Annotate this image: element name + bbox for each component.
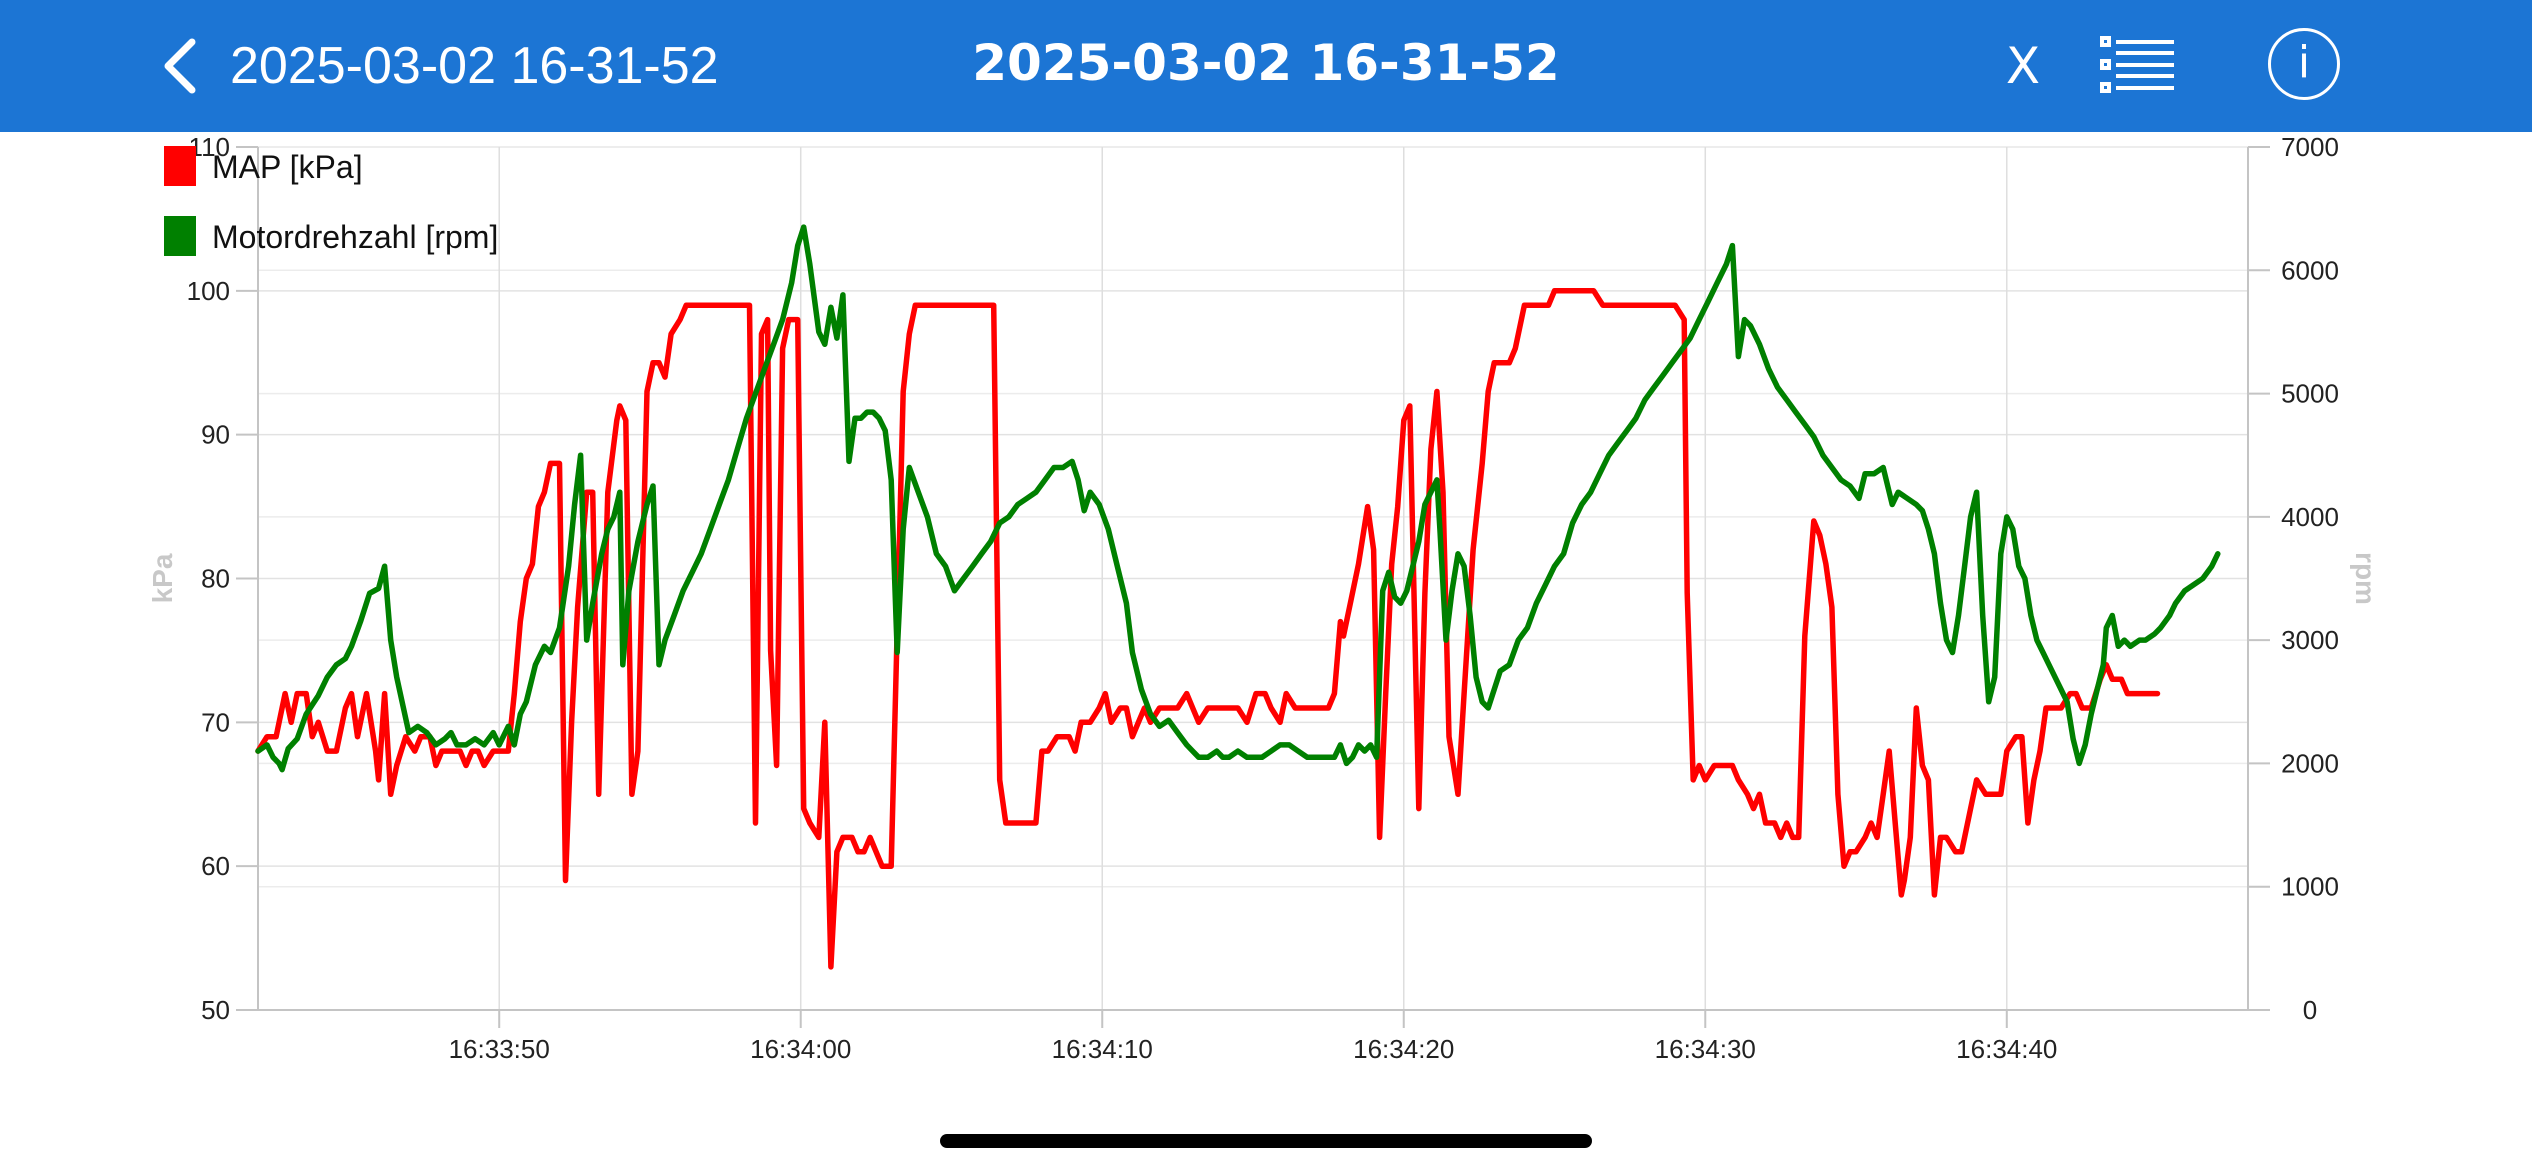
grid: [258, 146, 2248, 1011]
y-left-tick-label: 100: [187, 276, 230, 306]
series-line-0: [255, 288, 2161, 970]
y-left-tick-label: 80: [201, 564, 230, 594]
axes: 5060708090100110010002000300040005000600…: [147, 132, 2381, 1064]
legend-swatch-0: [164, 146, 196, 186]
x-tick-label: 16:34:30: [1655, 1034, 1756, 1064]
back-button[interactable]: 2025-03-02 16-31-52: [160, 28, 719, 104]
y-right-tick-label: 3000: [2281, 625, 2339, 655]
close-button[interactable]: X: [2005, 37, 2041, 95]
y-right-tick-label: 6000: [2281, 255, 2339, 285]
list-icon[interactable]: [2100, 34, 2176, 96]
series-line-1: [255, 224, 2221, 773]
y-left-tick-label: 50: [201, 995, 230, 1025]
back-button-label: 2025-03-02 16-31-52: [230, 37, 719, 95]
y-right-tick-label: 5000: [2281, 379, 2339, 409]
legend-label-0: MAP [kPa]: [212, 149, 363, 185]
x-tick-label: 16:34:20: [1353, 1034, 1454, 1064]
x-tick-label: 16:33:50: [449, 1034, 550, 1064]
home-indicator: [940, 1134, 1592, 1148]
page-title: 2025-03-02 16-31-52: [972, 34, 1560, 92]
y-left-tick-label: 90: [201, 420, 230, 450]
y-right-axis-title: rpm: [2350, 552, 2381, 605]
navigation-bar: 2025-03-02 16-31-52 2025-03-02 16-31-52 …: [0, 0, 2532, 132]
y-right-tick-label: 4000: [2281, 502, 2339, 532]
line-chart: 5060708090100110010002000300040005000600…: [147, 132, 2381, 1064]
y-right-tick-label: 1000: [2281, 872, 2339, 902]
legend-swatch-1: [164, 216, 196, 256]
y-left-tick-label: 70: [201, 707, 230, 737]
x-tick-label: 16:34:10: [1052, 1034, 1153, 1064]
legend: MAP [kPa] Motordrehzahl [rpm]: [164, 146, 498, 256]
y-right-tick-label: 7000: [2281, 132, 2339, 162]
info-icon[interactable]: i: [2268, 28, 2340, 100]
y-right-tick-label: 0: [2303, 995, 2317, 1025]
chevron-left-icon: [164, 38, 196, 94]
y-left-axis-title: kPa: [147, 553, 178, 603]
legend-label-1: Motordrehzahl [rpm]: [212, 219, 498, 255]
x-tick-label: 16:34:40: [1956, 1034, 2057, 1064]
y-left-tick-label: 60: [201, 851, 230, 881]
series: [255, 224, 2221, 970]
x-tick-label: 16:34:00: [750, 1034, 851, 1064]
y-right-tick-label: 2000: [2281, 748, 2339, 778]
